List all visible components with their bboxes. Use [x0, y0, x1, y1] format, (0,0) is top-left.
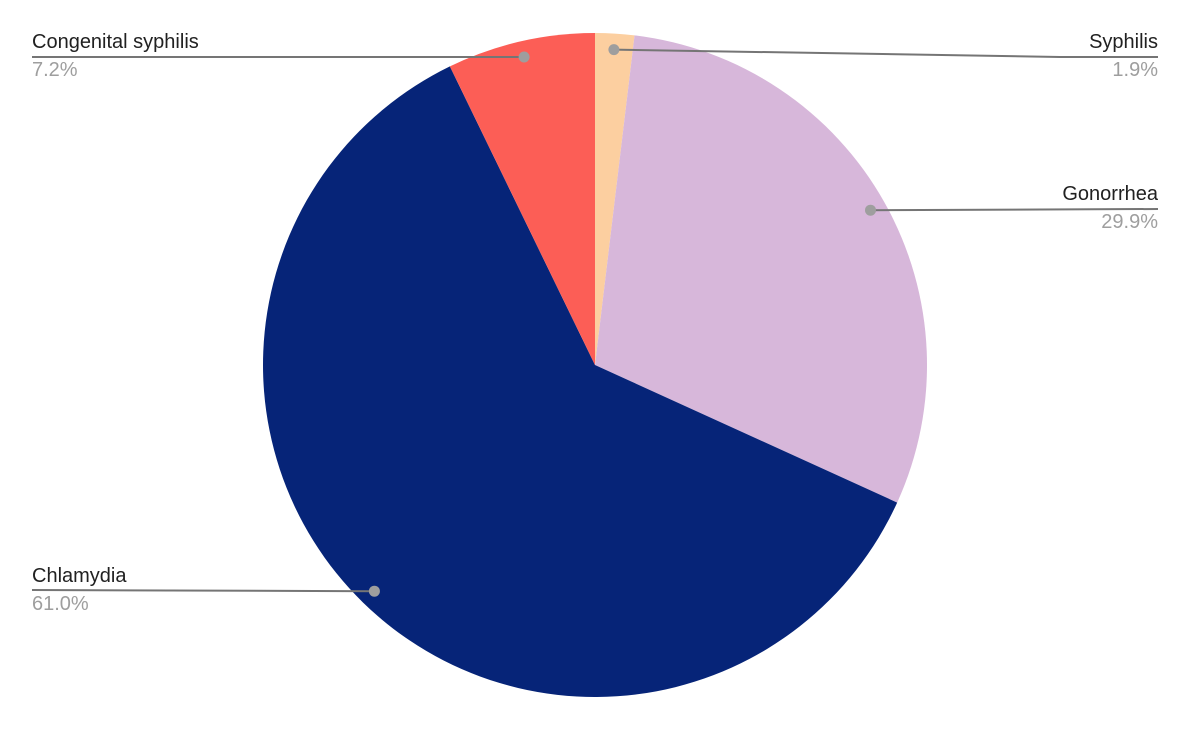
slice-percent: 1.9%: [1112, 59, 1158, 81]
leader-dot: [608, 44, 620, 56]
slice-name: Chlamydia: [32, 565, 127, 587]
slice-name: Gonorrhea: [1062, 183, 1158, 205]
leader-line: [31, 589, 375, 593]
slice-label-congenital-syphilis: Congenital syphilis 7.2%: [32, 31, 199, 82]
leader-dot: [865, 204, 876, 216]
pie-slice-gonorrhea: [595, 35, 928, 503]
slice-percent: 29.9%: [1101, 211, 1158, 233]
slice-name: Congenital syphilis: [32, 31, 199, 53]
slice-percent: 61.0%: [32, 593, 89, 615]
leader-dot: [518, 51, 530, 63]
pie-slice-chlamydia: [263, 66, 898, 698]
slice-percent: 7.2%: [32, 59, 78, 81]
slice-label-gonorrhea: Gonorrhea 29.9%: [1062, 183, 1158, 234]
pie-slice-syphilis: [595, 33, 635, 365]
slice-label-chlamydia: Chlamydia 61.0%: [32, 565, 126, 616]
slice-name: Syphilis: [1089, 31, 1158, 53]
leader-line: [613, 48, 1158, 58]
slice-label-syphilis: Syphilis 1.9%: [1089, 31, 1158, 82]
leader-dot: [368, 585, 380, 597]
pie-slice-congenital-syphilis: [449, 33, 595, 365]
leader-line: [870, 208, 1159, 212]
